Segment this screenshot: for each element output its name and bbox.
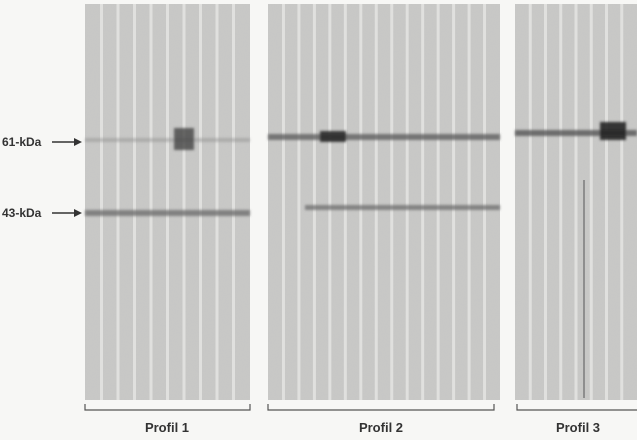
lane-gap: [421, 4, 425, 400]
profile-label: Profil 3: [556, 420, 600, 435]
band: [85, 210, 250, 216]
lane-gap: [436, 4, 440, 400]
panels: [85, 4, 637, 400]
bracket: [267, 404, 495, 411]
panel-grain: [268, 4, 500, 400]
lane-gap: [483, 4, 487, 400]
lane-gap: [467, 4, 471, 400]
profile-label: Profil 2: [359, 420, 403, 435]
lane-gap: [312, 4, 316, 400]
lane-gap: [215, 4, 219, 400]
lane-gap: [589, 4, 593, 400]
band: [600, 122, 626, 140]
marker-arrowhead: [74, 209, 82, 217]
marker-arrowhead: [74, 138, 82, 146]
lane-gap: [374, 4, 378, 400]
marker-label: 43-kDa: [2, 206, 42, 220]
band: [320, 131, 346, 142]
lane-gap: [559, 4, 563, 400]
brackets: [84, 404, 637, 411]
lane-gap: [328, 4, 332, 400]
lane-gap: [452, 4, 456, 400]
lane-gap: [544, 4, 547, 400]
band: [515, 130, 637, 136]
lane-gap: [149, 4, 153, 400]
lane-gap: [182, 4, 186, 400]
lane-gap: [166, 4, 169, 400]
lane-gap: [574, 4, 578, 400]
bracket: [84, 404, 251, 411]
lane-gap: [297, 4, 301, 400]
lane-gap: [199, 4, 202, 400]
lane-gap: [405, 4, 409, 400]
lane-gap: [620, 4, 624, 400]
lane-gap: [528, 4, 532, 400]
band: [305, 205, 500, 210]
lane-gap: [100, 4, 103, 400]
lane-gap: [605, 4, 608, 400]
lane-gap: [116, 4, 120, 400]
lane-gap: [281, 4, 285, 400]
lane-gap: [343, 4, 347, 400]
bands: [85, 122, 637, 216]
lane-gap: [133, 4, 136, 400]
lane-gap: [390, 4, 394, 400]
bracket: [516, 404, 637, 411]
band: [268, 134, 500, 140]
lane-gap: [232, 4, 235, 400]
lane-gap: [359, 4, 363, 400]
band: [85, 138, 250, 142]
profile-label: Profil 1: [145, 420, 189, 435]
band: [174, 128, 194, 150]
marker-labels: 61-kDa 43-kDa: [2, 135, 82, 220]
marker-label: 61-kDa: [2, 135, 42, 149]
